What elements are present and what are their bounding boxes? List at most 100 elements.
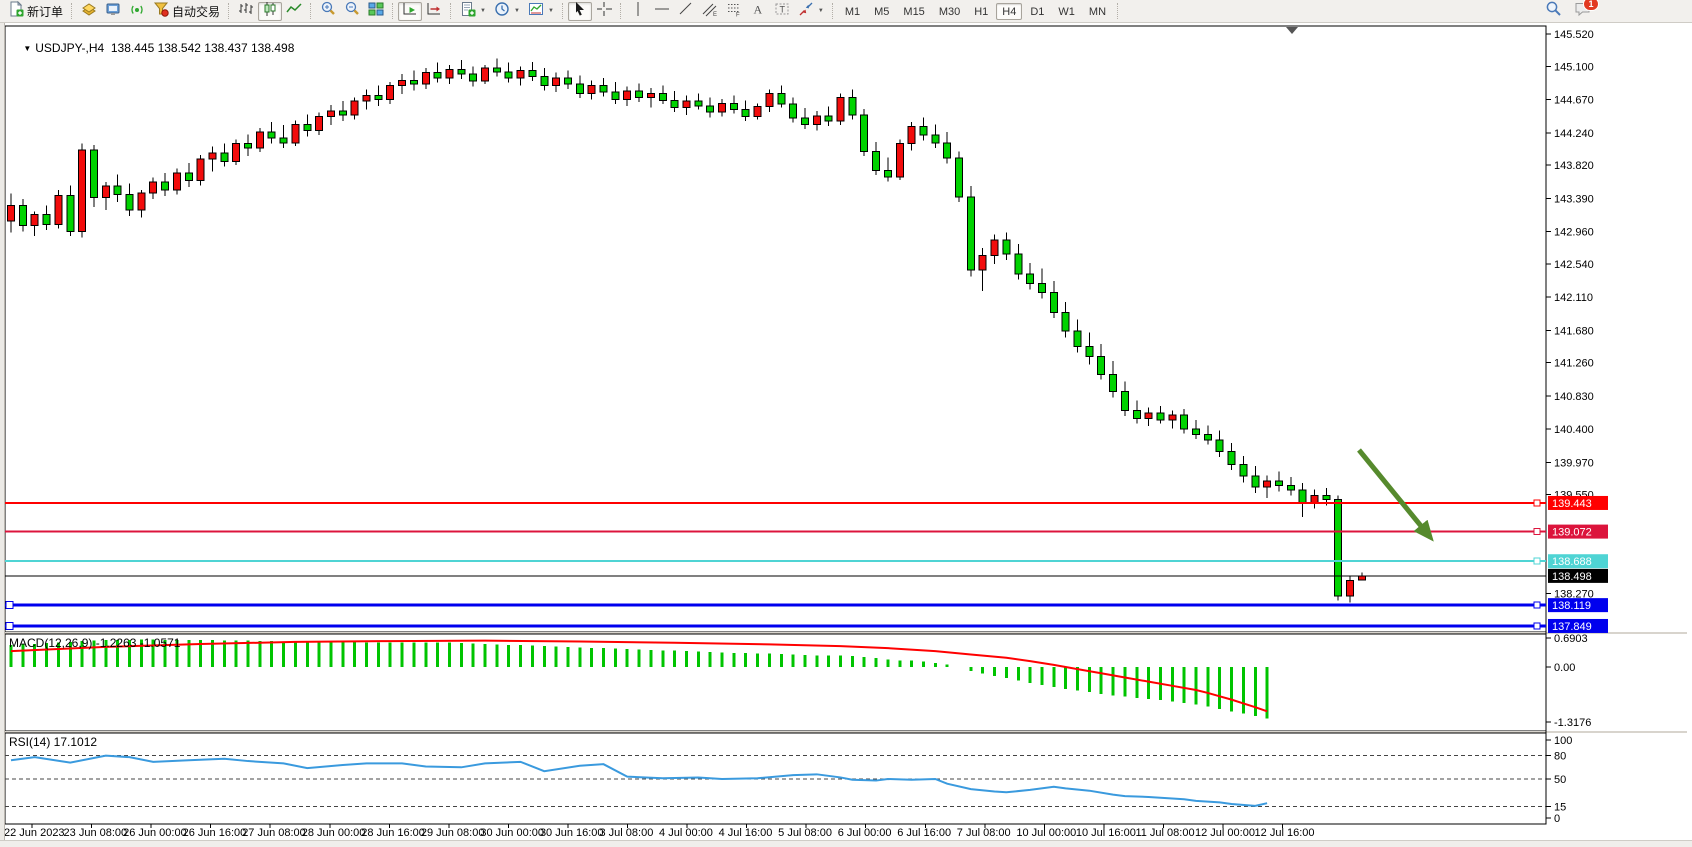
vertical-line-tool-button[interactable] xyxy=(626,1,650,21)
line-chart-mode-button[interactable] xyxy=(282,2,306,21)
candle-body xyxy=(172,172,181,191)
arrows-dropdown-caret[interactable]: ▼ xyxy=(817,8,824,14)
market-watch-button[interactable] xyxy=(77,2,101,21)
candle-body xyxy=(848,96,857,116)
timeframe-button-h1[interactable]: H1 xyxy=(974,5,989,18)
timeframe-button-w1[interactable]: W1 xyxy=(1058,5,1075,18)
shift-end-marker-icon[interactable] xyxy=(1286,27,1298,34)
indicators-dropdown-caret[interactable]: ▼ xyxy=(480,8,486,14)
timeframe-button-mn[interactable]: MN xyxy=(1088,5,1107,18)
price-tick-label: 145.100 xyxy=(1554,61,1594,73)
autotrade-label: 自动交易 xyxy=(172,4,221,19)
auto-scroll-button[interactable] xyxy=(398,1,423,21)
timeframe-button-m15[interactable]: M15 xyxy=(903,5,925,18)
candle-body xyxy=(943,142,952,159)
trendline-tool-button[interactable] xyxy=(674,2,698,21)
timeframe-button-m30[interactable]: M30 xyxy=(938,5,961,18)
date-label: 23 Jun 08:00 xyxy=(64,827,128,839)
macd-pane[interactable] xyxy=(4,633,1547,732)
timeframe-button-d1[interactable]: D1 xyxy=(1030,5,1045,18)
candle-body xyxy=(457,68,466,75)
candle-body xyxy=(611,91,620,101)
hline-handle-right[interactable] xyxy=(1533,499,1541,507)
hline-handle-left[interactable] xyxy=(5,621,14,630)
indicators-button[interactable]: ▼ xyxy=(456,1,490,21)
candle-body xyxy=(729,102,738,111)
templates-button[interactable]: ▼ xyxy=(524,2,558,21)
hline-138.688[interactable]: 138.688 xyxy=(5,554,1608,569)
svg-text:A: A xyxy=(753,2,762,16)
candle-body xyxy=(1085,346,1094,358)
text-icon: A xyxy=(750,1,766,22)
periods-button[interactable]: ▼ xyxy=(490,1,524,21)
candle-body xyxy=(824,115,833,122)
pane-splitter[interactable] xyxy=(5,731,1687,733)
autotrade-button[interactable]: 自动交易 xyxy=(149,2,224,21)
date-label: 6 Jul 16:00 xyxy=(897,827,951,839)
price-tick-label: 143.390 xyxy=(1554,193,1594,205)
fibonacci-tool-button[interactable]: F xyxy=(722,2,746,21)
ohlc-readout: 138.445 138.542 138.437 138.498 xyxy=(110,41,295,55)
candle-body xyxy=(587,85,596,94)
cursor-tool-button[interactable] xyxy=(567,1,592,21)
date-label: 5 Jul 08:00 xyxy=(778,827,832,839)
candle-body xyxy=(18,204,27,226)
candle-chart-mode-button[interactable] xyxy=(258,1,283,21)
symbol-dropdown-icon[interactable]: ▼ xyxy=(23,44,32,53)
hline-139.443[interactable]: 139.443 xyxy=(5,495,1608,510)
notifications-button[interactable]: 1 xyxy=(1574,0,1599,22)
channel-tool-button[interactable]: E xyxy=(698,2,722,21)
hline-handle-right[interactable] xyxy=(1533,601,1541,609)
candle-body xyxy=(1215,439,1224,452)
chart-canvas[interactable]: 145.520 145.100 144.670 144.240 143.820 143.3… xyxy=(0,23,1692,847)
zoom-out-button[interactable] xyxy=(340,1,364,21)
hline-price-text: 139.443 xyxy=(1552,498,1592,510)
price-tick-label: 140.830 xyxy=(1554,391,1594,403)
candle-body xyxy=(267,131,276,139)
candle-body xyxy=(575,83,584,94)
date-label: 30 Jun 00:00 xyxy=(480,827,544,839)
zoom-in-button[interactable] xyxy=(316,1,340,21)
templates-dropdown-caret[interactable]: ▼ xyxy=(547,8,554,14)
arrows-tool-button[interactable]: ▼ xyxy=(794,2,828,21)
candle-body xyxy=(777,92,786,105)
terminal-button[interactable] xyxy=(101,2,125,21)
candle-body xyxy=(338,110,347,116)
hline-handle-right[interactable] xyxy=(1533,622,1541,630)
macd-tick-label: 0.6903 xyxy=(1554,633,1588,645)
chart-window[interactable]: 145.520 145.100 144.670 144.240 143.820 143.3… xyxy=(0,23,1692,847)
date-label: 30 Jun 16:00 xyxy=(540,827,604,839)
candle-body xyxy=(966,196,975,271)
bar-chart-mode-button[interactable] xyxy=(234,2,258,21)
hline-handle-right[interactable] xyxy=(1533,557,1541,565)
main-pane[interactable] xyxy=(4,25,1547,633)
candle-body xyxy=(872,150,881,172)
horizontal-line-tool-button[interactable] xyxy=(650,2,674,21)
price-axis[interactable]: 145.520 145.100 144.670 144.240 143.820 143.3… xyxy=(1546,29,1594,600)
hline-handle-left[interactable] xyxy=(5,601,14,610)
hline-139.072[interactable]: 139.072 xyxy=(5,524,1608,539)
new-order-button[interactable]: 新订单 xyxy=(4,0,67,21)
crosshair-tool-button[interactable] xyxy=(592,1,621,21)
text-label-tool-button[interactable]: T xyxy=(770,2,794,21)
hline-handle-right[interactable] xyxy=(1533,528,1541,536)
annotation-arrow[interactable] xyxy=(1357,448,1434,542)
date-label: 29 Jun 08:00 xyxy=(421,827,485,839)
periods-dropdown-caret[interactable]: ▼ xyxy=(513,8,520,14)
hline-138.119[interactable]: 138.119 xyxy=(5,598,1608,613)
tile-windows-button[interactable] xyxy=(364,2,388,21)
candle-body xyxy=(646,92,655,98)
search-icon[interactable] xyxy=(1545,0,1562,22)
timeframe-button-m5[interactable]: M5 xyxy=(874,5,890,18)
pane-splitter[interactable] xyxy=(5,632,1687,634)
text-tool-button[interactable]: A xyxy=(746,2,770,21)
signals-button[interactable] xyxy=(125,2,149,21)
hline-137.849[interactable]: 137.849 xyxy=(5,618,1608,633)
date-label: 10 Jul 16:00 xyxy=(1076,827,1136,839)
candle-body xyxy=(718,102,726,113)
timeframe-button-h4[interactable]: H4 xyxy=(996,2,1023,20)
timeframe-button-m1[interactable]: M1 xyxy=(844,5,861,18)
chart-shift-button[interactable] xyxy=(422,2,446,21)
toolbar-separator xyxy=(450,3,452,19)
